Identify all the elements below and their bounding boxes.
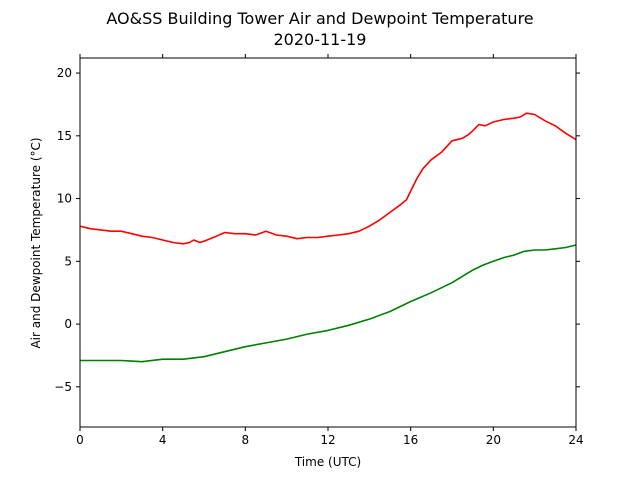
series-line-1: [80, 244, 577, 363]
y-tick-label-0: −5: [54, 380, 72, 394]
x-axis-label: Time (UTC): [294, 455, 361, 469]
x-tick-label-5: 20: [486, 433, 501, 447]
y-tick-label-2: 5: [64, 254, 72, 268]
x-tick-label-0: 0: [76, 433, 84, 447]
x-tick-label-3: 12: [320, 433, 335, 447]
x-tick-label-1: 4: [159, 433, 167, 447]
chart-subtitle: 2020-11-19: [274, 30, 367, 49]
y-tick-label-4: 15: [57, 129, 72, 143]
y-tick-label-3: 10: [57, 192, 72, 206]
series-line-0: [79, 112, 577, 245]
x-tick-label-2: 8: [242, 433, 250, 447]
y-tick-label-5: 20: [57, 66, 72, 80]
plot-frame: [79, 57, 577, 428]
chart-title: AO&SS Building Tower Air and Dewpoint Te…: [106, 9, 533, 28]
x-axis: 0 4 8 12 16 20 24: [76, 54, 584, 447]
series-layer: [79, 112, 577, 363]
x-tick-label-6: 24: [568, 433, 583, 447]
y-axis: −5 0 5 10 15 20: [54, 66, 580, 394]
y-tick-label-1: 0: [64, 317, 72, 331]
y-axis-label: Air and Dewpoint Temperature (°C): [29, 137, 43, 348]
x-tick-label-4: 16: [403, 433, 418, 447]
